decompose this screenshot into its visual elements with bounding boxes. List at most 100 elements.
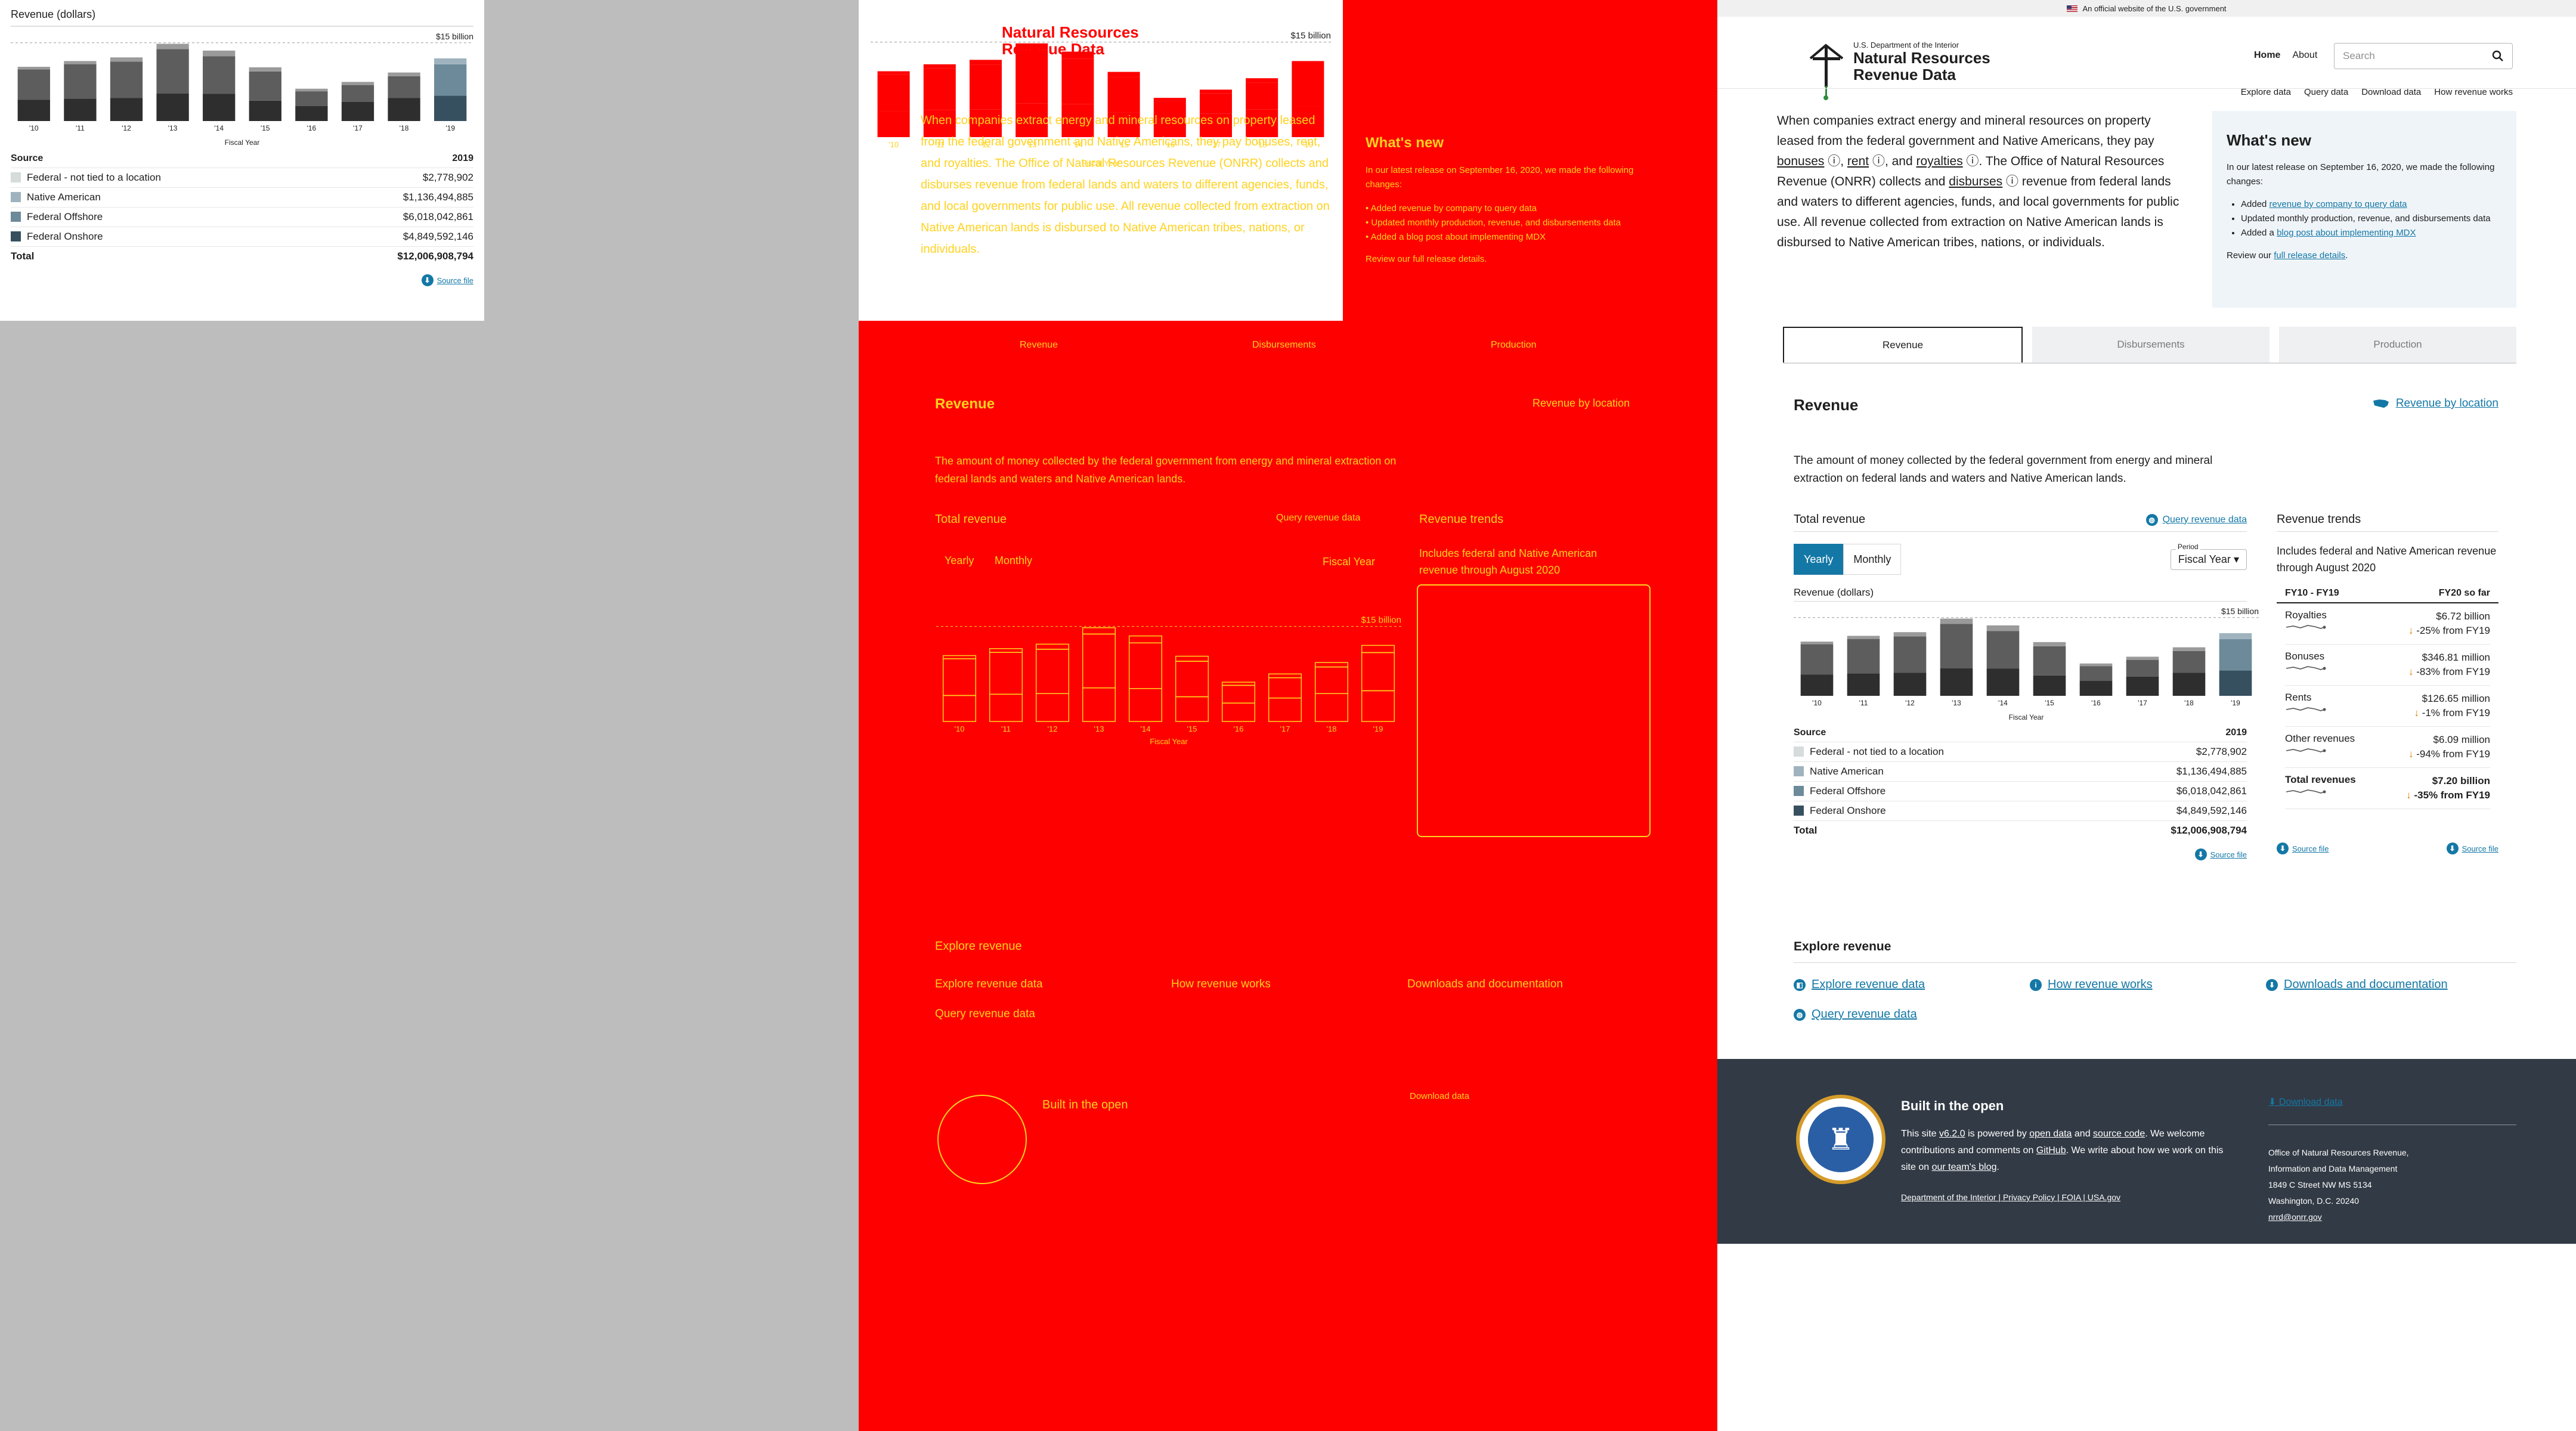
footer-text: This site v6.2.0 is powered by open data…	[1901, 1129, 2224, 1172]
overlay-monthly: Monthly	[995, 555, 1033, 566]
bar-segment	[434, 95, 467, 121]
source-code-link[interactable]: source code	[2093, 1129, 2145, 1139]
revenue-by-company-link[interactable]: revenue by company to query data	[2269, 199, 2407, 209]
nav-download-data[interactable]: Download data	[2361, 87, 2422, 97]
bar-segment	[1035, 693, 1070, 722]
x-tick-label: '10	[955, 724, 965, 733]
bar-segment	[2219, 633, 2252, 639]
bar-segment	[295, 88, 328, 92]
tab-revenue[interactable]: Revenue	[1783, 327, 2023, 363]
explore-revenue-data-link[interactable]: ◧ Explore revenue data	[1794, 978, 1925, 992]
x-tick-label: '13	[1952, 699, 1961, 707]
how-revenue-works-link[interactable]: i How revenue works	[2030, 978, 2153, 992]
nav-home[interactable]: Home	[2254, 50, 2281, 60]
team-blog-link[interactable]: our team's blog	[1931, 1162, 1997, 1172]
period-select[interactable]: Period Fiscal Year ▾	[2170, 542, 2247, 570]
bar-segment	[1221, 682, 1256, 686]
bar-segment	[1175, 696, 1209, 722]
bar-segment	[1061, 51, 1094, 59]
bar-segment	[1292, 61, 1324, 69]
source-file-link[interactable]: ⬇ Source file	[2446, 843, 2498, 854]
site-logo[interactable]: U.S. Department of the Interior Natural …	[1807, 41, 1990, 100]
dept-name: U.S. Department of the Interior	[1853, 41, 1959, 49]
trend-row: Royalties $6.72 billion ↓ -25% from FY19	[2285, 603, 2490, 645]
nav-query-data[interactable]: Query data	[2303, 87, 2349, 97]
bar-segment	[1035, 649, 1070, 694]
globe-icon: ◍	[1794, 1008, 1806, 1021]
open-data-link[interactable]: open data	[2029, 1129, 2072, 1139]
royalties-link[interactable]: royalties	[1916, 154, 1963, 168]
bar-segment	[1800, 644, 1834, 675]
trends-col1: FY10 - FY19	[2285, 588, 2339, 598]
source-file-link[interactable]: ⬇ Source file	[2277, 843, 2329, 854]
bar-segment	[1893, 632, 1927, 637]
overlay-bar-chart: $15 billion '10 '11 '12 '13 '14 '15 '16 '17 '18 '1…	[871, 31, 1331, 167]
download-icon: ⬇	[2194, 848, 2207, 860]
bar-segment	[1246, 109, 1278, 137]
bar-segment	[1221, 684, 1256, 704]
bar-segment	[1199, 93, 1233, 114]
bar-segment	[1035, 643, 1070, 650]
sparkline	[2286, 748, 2326, 752]
rent-link[interactable]: rent	[1847, 154, 1869, 168]
bar-segment	[1082, 633, 1116, 689]
bar-segment	[2033, 675, 2066, 696]
table-head-source: Source	[1794, 724, 2095, 742]
bar-segment	[295, 91, 328, 106]
tab-disbursements[interactable]: Disbursements	[2032, 327, 2270, 363]
whats-new-item: Added a blog post about implementing MDX	[2241, 226, 2502, 240]
bar-segment	[1292, 106, 1324, 137]
footer-links[interactable]: Department of the Interior | Privacy Pol…	[1901, 1192, 2121, 1202]
query-revenue-link[interactable]: ◍ Query revenue data	[2145, 513, 2247, 526]
nav-how-revenue-works[interactable]: How revenue works	[2434, 87, 2513, 97]
tab-production[interactable]: Production	[2279, 327, 2516, 363]
bar-segment	[1893, 636, 1927, 673]
query-revenue-data-link[interactable]: ◍ Query revenue data	[1794, 1008, 1917, 1021]
bar-segment	[2079, 663, 2113, 667]
overlay-total-revenue: Total revenue	[935, 513, 1007, 526]
trend-row: Rents $126.65 million ↓ -1% from FY19	[2285, 686, 2490, 727]
table-head-year: 2019	[2094, 724, 2247, 742]
disburses-link[interactable]: disburses	[1949, 175, 2003, 188]
overlay-explore-4: Query revenue data	[935, 1008, 1035, 1020]
x-tick-label: '19	[445, 124, 455, 132]
search-icon[interactable]	[2492, 50, 2504, 62]
legend-swatch	[1794, 766, 1804, 776]
overlay-panel: $15 billion '10 '11 '12 '13 '14 '15 '16 '17 '18 '1…	[859, 0, 1717, 1431]
x-tick-label: '12	[122, 124, 131, 132]
full-release-link[interactable]: full release details	[2274, 250, 2346, 261]
download-icon: ⬇	[2266, 978, 2278, 991]
bar-segment	[1015, 49, 1048, 104]
trend-rows: Royalties $6.72 billion ↓ -25% from FY19…	[2277, 603, 2498, 809]
version-link[interactable]: v6.2.0	[1939, 1129, 1965, 1139]
sparkline	[2286, 707, 2326, 711]
footer-download-link[interactable]: ⬇ Download data	[2268, 1097, 2343, 1107]
table-row: Federal Offshore $6,018,042,861	[1794, 781, 2247, 801]
monthly-button[interactable]: Monthly	[1843, 544, 1902, 575]
table-head-year: 2019	[318, 150, 473, 168]
bar-segment	[1128, 688, 1163, 722]
x-tick-label: '17	[1280, 724, 1290, 733]
blog-post-mdx-link[interactable]: blog post about implementing MDX	[2277, 228, 2416, 238]
bar-segment	[1128, 635, 1163, 643]
bar-segment	[64, 61, 97, 64]
bonuses-link[interactable]: bonuses	[1777, 154, 1825, 168]
revenue-chart-card: Revenue (dollars) $15 billion '10 '11 '12 '1…	[0, 0, 484, 321]
github-link[interactable]: GitHub	[2036, 1145, 2066, 1156]
bar-segment	[203, 94, 236, 121]
search-input[interactable]: Search	[2334, 43, 2513, 69]
source-file-link[interactable]: ⬇ Source file	[421, 274, 473, 286]
x-tick-label: '17	[1211, 140, 1221, 149]
whats-new-item: Updated monthly production, revenue, and…	[2241, 212, 2502, 226]
bar-segment	[1061, 104, 1094, 137]
bar-segment	[989, 693, 1023, 722]
nav-explore-data[interactable]: Explore data	[2240, 87, 2291, 97]
yearly-button[interactable]: Yearly	[1794, 544, 1844, 575]
nav-about[interactable]: About	[2292, 50, 2318, 60]
source-file-link[interactable]: ⬇ Source file	[2194, 848, 2247, 860]
revenue-by-location-link[interactable]: Revenue by location	[2372, 397, 2498, 410]
downloads-documentation-link[interactable]: ⬇ Downloads and documentation	[2266, 978, 2448, 992]
x-tick-label: '16	[1234, 724, 1244, 733]
site-header: U.S. Department of the Interior Natural …	[1717, 17, 2576, 100]
email-link[interactable]: nrrd@onrr.gov	[2268, 1212, 2322, 1222]
